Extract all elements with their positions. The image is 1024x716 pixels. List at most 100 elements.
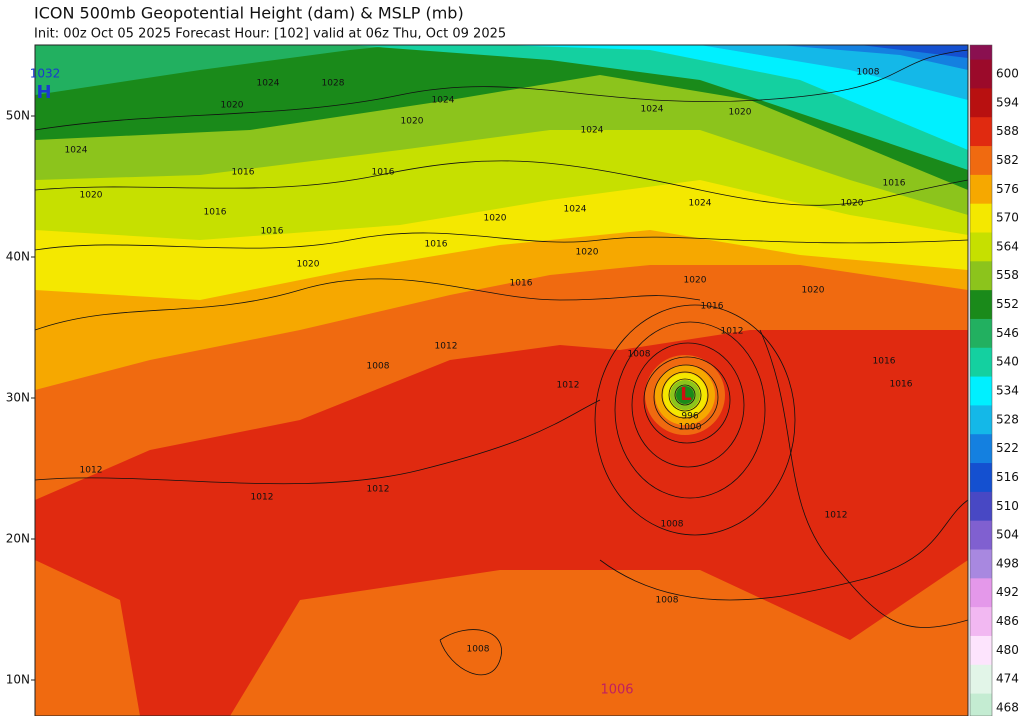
contour-label: 1012 [721,327,744,337]
contour-label: 1006 [600,683,633,698]
contour-label: 1020 [297,260,320,270]
contour-label: 1008 [628,350,651,360]
latitude-label: 40N [6,250,30,264]
contour-label: 1020 [841,199,864,209]
contour-label: 1016 [425,240,448,250]
contour-label: 996 [681,412,698,422]
contour-label: 1020 [221,101,244,111]
isobar [631,342,745,468]
contour-label: 1016 [701,302,724,312]
colorbar-label: 582 [996,153,1019,167]
colorbar-swatch [970,376,992,406]
contour-label: 1024 [564,205,587,215]
contour-label: 1008 [656,596,679,606]
pressure-center: H [36,82,51,103]
contour-label: 1016 [510,279,533,289]
colorbar-label: 504 [996,528,1019,542]
colorbar-swatch [970,549,992,579]
isobar [594,304,796,536]
contour-label: 1020 [401,117,424,127]
contour-label: 1012 [825,511,848,521]
contour-label: 1020 [684,276,707,286]
contour-label: 1024 [432,96,455,106]
colorbar-label: 486 [996,614,1019,628]
colorbar-frame [969,44,993,716]
contour-label: 1024 [581,126,604,136]
colorbar-swatch [970,59,992,89]
isobar [653,364,719,430]
colorbar-label: 588 [996,124,1019,138]
colorbar-swatch [970,88,992,118]
contour-label: 1016 [372,168,395,178]
contour-label: 1008 [467,645,490,655]
contour-label: 1020 [80,191,103,201]
colorbar-swatch [970,578,992,608]
colorbar-label: 522 [996,441,1019,455]
colorbar-label: 558 [996,268,1019,282]
colorbar-swatch [970,117,992,147]
latitude-label: 30N [6,391,30,405]
contour-label: 1020 [802,286,825,296]
colorbar-swatch [970,491,992,522]
contour-label: 1012 [435,342,458,352]
colorbar-swatch [970,405,992,435]
colorbar-swatch [970,174,992,205]
isobar [599,499,968,601]
isobar [643,356,731,444]
contour-label: 1000 [679,423,702,433]
isobar [439,629,502,676]
subtitle: Init: 00z Oct 05 2025 Forecast Hour: [10… [34,27,506,42]
contour-label: 1020 [729,108,752,118]
contour-label: 1024 [641,105,664,115]
contour-label: 1016 [873,357,896,367]
height-band [700,45,968,100]
colorbar-swatch [970,520,992,550]
colorbar-label: 474 [996,672,1019,686]
colorbar-label: 480 [996,643,1019,657]
contour-label: 1016 [883,179,906,189]
colorbar-label: 492 [996,585,1019,599]
map [35,45,968,716]
contour-label: 1020 [576,248,599,258]
colorbar-swatch [970,318,992,349]
isobar [35,399,601,485]
contour-label: 1008 [367,362,390,372]
contour-label: 1016 [232,168,255,178]
contour-label: 1016 [890,380,913,390]
colorbar-swatch [970,664,992,695]
latitude-label: 50N [6,109,30,123]
isobar [614,321,766,499]
colorbar-swatch [970,693,992,716]
height-band [35,330,968,716]
height-band [500,45,968,150]
colorbar-label: 570 [996,211,1019,225]
contour-label: 1008 [857,68,880,78]
latitude-label: 20N [6,532,30,546]
contour-label: 1012 [251,493,274,503]
latitude-axis: 50N 40N 30N 20N 10N [6,109,35,687]
colorbar-swatch [970,347,992,378]
colorbar-label: 600 [996,67,1019,81]
isobar [35,278,701,331]
contour-label: 1016 [261,227,284,237]
colorbar-swatch [970,290,992,320]
contour-label: 1012 [557,381,580,391]
colorbar-swatch [970,232,992,262]
colorbar-swatch [970,607,992,637]
colorbar-label: 546 [996,326,1019,340]
colorbar: 600 594 588 582 576 570 564 558 552 546 540 534 528 5… [969,44,1019,716]
isobar [35,232,968,251]
cyclone-core [676,386,694,404]
pressure-center: L [680,384,691,405]
contour-label: 1012 [367,485,390,495]
colorbar-label: 540 [996,355,1019,369]
contour-label: 1024 [65,146,88,156]
isobar [674,384,696,406]
isobar [759,329,968,628]
colorbar-label: 576 [996,182,1019,196]
contour-label: 1008 [661,520,684,530]
isobars [35,49,968,676]
colorbar-label: 534 [996,384,1019,398]
contour-label: 1024 [257,79,280,89]
